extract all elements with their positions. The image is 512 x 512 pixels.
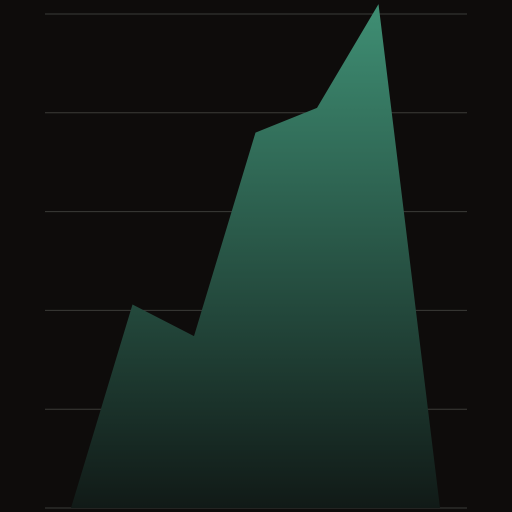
area-fill — [71, 4, 440, 508]
area-series — [71, 4, 440, 508]
